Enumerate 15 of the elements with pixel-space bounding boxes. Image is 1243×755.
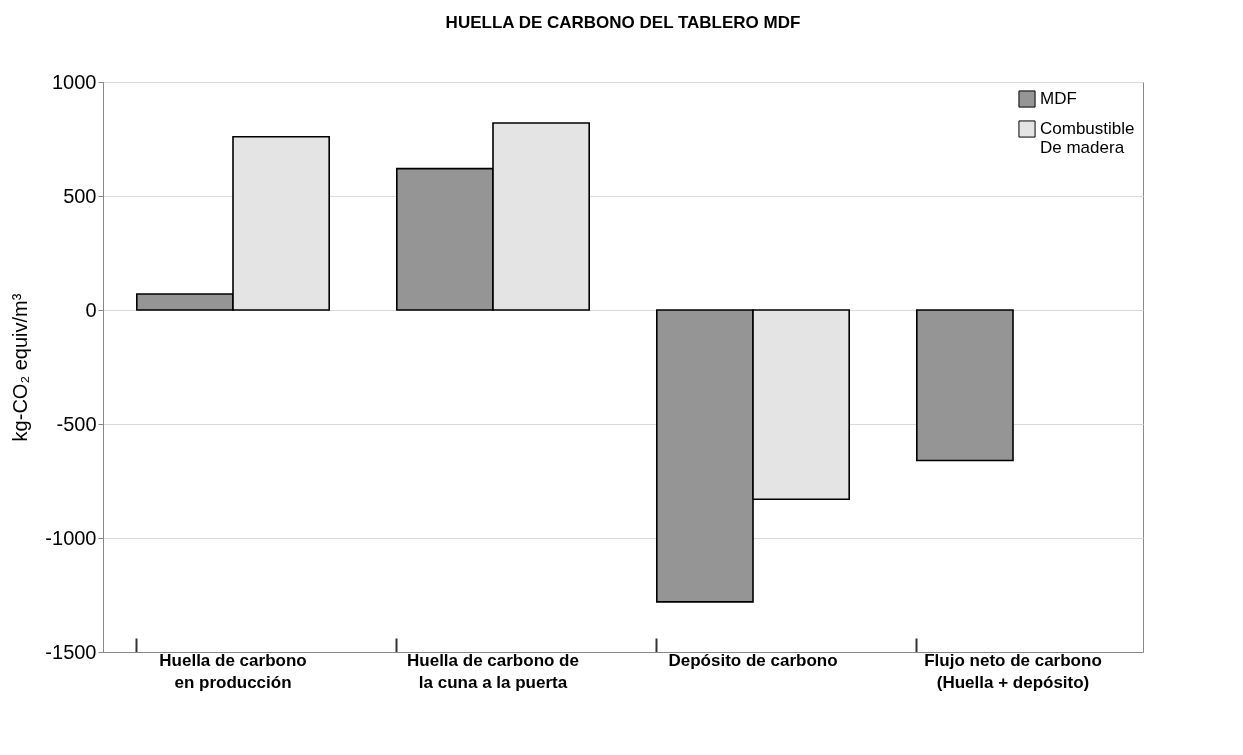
x-tick-label: Depósito de carbono [668,650,838,670]
y-tick-label: -1000 [45,526,97,549]
y-axis-title: kg-CO₂ equiv/m³ [9,293,32,442]
x-tick-label: Huella de carbono de la cuna a la puerta [407,650,579,692]
y-tick-label: -1500 [45,640,97,663]
x-tick-label: Huella de carbono en producción [159,650,307,692]
legend-label: MDF [1040,89,1077,108]
bar [916,309,1014,462]
y-tick-label: -500 [56,412,97,435]
chart-title: HUELLA DE CARBONO DEL TABLERO MDF [445,13,801,32]
legend-label: Combustible De madera [1040,119,1135,157]
y-tick-label: 500 [63,184,97,207]
y-tick-label: 1000 [52,70,97,93]
y-tick-label: 0 [85,298,97,321]
x-tick-label: Flujo neto de carbono (Huella + depósito) [924,650,1102,692]
